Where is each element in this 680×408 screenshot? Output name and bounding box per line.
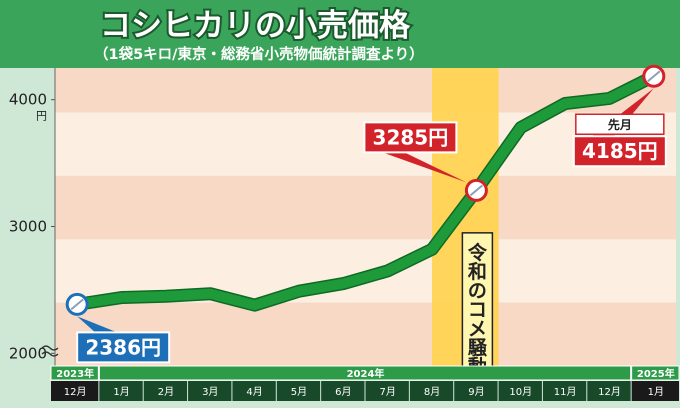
y-tick-label: 4000 — [9, 91, 47, 109]
price-callout: 2386円 — [76, 316, 171, 364]
year-bar — [50, 365, 99, 381]
month-cell — [276, 381, 321, 401]
price-series-line — [72, 71, 659, 311]
year-bar — [98, 365, 632, 381]
highlight-label-box — [461, 232, 494, 374]
month-cell — [232, 381, 276, 401]
axis-break-icon — [41, 345, 59, 357]
year-label: 2024年 — [347, 367, 385, 380]
month-cell — [587, 381, 631, 401]
data-point-shine — [469, 184, 484, 197]
month-label: 7月 — [379, 386, 395, 398]
callout-tag: 先月 — [608, 117, 632, 132]
month-label: 4月 — [246, 386, 262, 398]
callout-pointer — [77, 316, 118, 333]
month-cell — [188, 381, 232, 401]
month-cell — [99, 381, 143, 401]
price-callout: 3285円 — [363, 121, 467, 183]
y-tick-label: 3000 — [9, 218, 47, 236]
month-cell — [542, 381, 587, 401]
price-line — [70, 69, 661, 312]
month-cell — [631, 381, 679, 401]
month-label: 6月 — [335, 386, 351, 398]
background-band — [55, 175, 676, 240]
callout-pointer — [382, 152, 467, 183]
chart-subtitle: （1袋5キロ/東京・総務省小売物価統計調査より） — [94, 45, 424, 63]
month-label: 1月 — [113, 386, 129, 398]
month-label: 1月 — [648, 386, 664, 398]
year-label: 2025年 — [637, 367, 675, 380]
data-points — [65, 64, 666, 316]
month-label: 12月 — [598, 386, 621, 398]
month-label: 12月 — [64, 386, 87, 398]
callout-box — [572, 135, 667, 168]
month-cell — [365, 381, 409, 401]
callout-value: 2386円 — [85, 335, 161, 359]
month-label: 10月 — [509, 386, 532, 398]
month-label: 9月 — [468, 386, 484, 398]
year-label: 2023年 — [56, 367, 94, 380]
callout-value: 4185円 — [582, 139, 658, 163]
chart-title: コシヒカリの小売価格 — [100, 8, 411, 44]
month-cell — [51, 381, 99, 401]
callout-box — [76, 331, 171, 364]
month-label: 3月 — [202, 386, 218, 398]
highlight-label: 令和のコメ騒動 — [468, 241, 488, 378]
month-label: 5月 — [291, 386, 307, 398]
data-point-shine — [647, 70, 661, 83]
callout-tag-box — [575, 113, 665, 135]
x-axis: 2023年 2024年 2025年 12月 1月 2月 3月 4月 5月 6月 7月 8月 9月 10月 1… — [50, 365, 680, 401]
callout-box — [363, 121, 458, 154]
highlight-region: 令和のコメ騒動 — [432, 68, 499, 378]
month-cell — [498, 381, 542, 401]
month-cell — [454, 381, 498, 401]
year-bar — [631, 365, 680, 381]
month-cell — [321, 381, 365, 401]
data-point-shine — [70, 298, 84, 311]
month-label: 8月 — [424, 386, 440, 398]
y-unit-label: 円 — [36, 110, 47, 123]
background-bands — [55, 68, 676, 366]
month-label: 11月 — [554, 386, 577, 398]
month-cell — [143, 381, 188, 401]
price-callouts: 2386円 3285円 先月 4185円 — [76, 88, 667, 364]
month-label: 2月 — [158, 386, 174, 398]
header-band — [0, 0, 680, 68]
month-cell — [409, 381, 454, 401]
callout-value: 3285円 — [373, 125, 449, 149]
y-tick-label: 2000 — [9, 344, 47, 362]
price-callout: 先月 4185円 — [572, 88, 667, 168]
